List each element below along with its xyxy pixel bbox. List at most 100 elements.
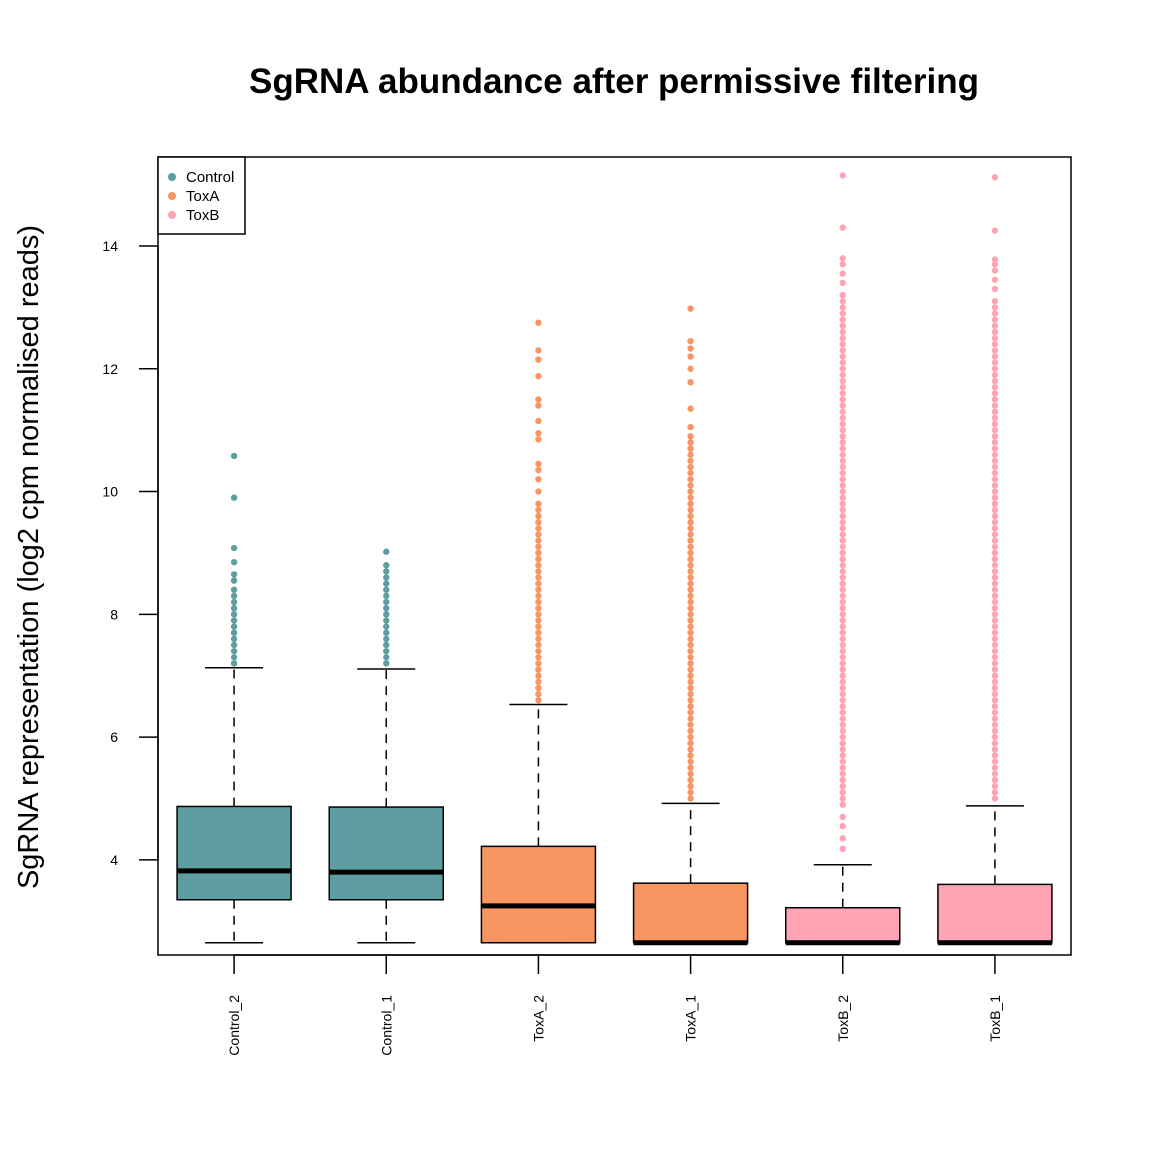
outlier-point bbox=[687, 611, 694, 618]
outlier-point bbox=[535, 635, 542, 643]
outlier-point bbox=[383, 604, 390, 612]
outlier-point bbox=[687, 537, 694, 544]
outlier-point bbox=[535, 347, 542, 354]
outlier-point bbox=[383, 623, 390, 630]
box-ToxA_2 bbox=[480, 319, 597, 944]
outlier-point bbox=[839, 445, 846, 452]
outlier-point bbox=[687, 433, 694, 440]
outlier-point bbox=[230, 654, 238, 661]
box-iqr bbox=[632, 882, 749, 944]
outlier-point bbox=[383, 568, 390, 575]
outlier-point bbox=[991, 537, 999, 544]
outlier-point bbox=[991, 678, 999, 686]
outlier-point bbox=[991, 359, 999, 366]
outlier-point bbox=[687, 562, 694, 569]
outlier-point bbox=[535, 690, 542, 698]
chart-title: SgRNA abundance after permissive filteri… bbox=[249, 62, 979, 101]
outlier-point bbox=[839, 752, 846, 759]
outlier-point bbox=[991, 697, 999, 704]
outlier-point bbox=[839, 353, 846, 360]
outlier-point bbox=[991, 543, 999, 550]
outlier-point bbox=[839, 347, 846, 354]
x-tick-label: ToxB_2 bbox=[835, 995, 851, 1042]
outlier-point bbox=[687, 512, 694, 520]
outlier-point bbox=[687, 740, 694, 747]
outlier-point bbox=[383, 611, 390, 618]
outlier-point bbox=[535, 629, 542, 636]
outlier-point bbox=[535, 319, 542, 326]
outlier-point bbox=[991, 261, 999, 268]
outlier-point bbox=[839, 531, 846, 538]
outlier-point bbox=[991, 574, 999, 581]
outlier-point bbox=[839, 586, 846, 593]
outlier-point bbox=[991, 267, 999, 274]
outlier-point bbox=[839, 457, 846, 465]
outlier-point bbox=[839, 328, 846, 336]
outlier-point bbox=[687, 457, 694, 465]
outlier-point bbox=[991, 549, 999, 557]
outlier-point bbox=[383, 586, 390, 593]
outlier-point bbox=[839, 488, 846, 495]
outlier-point bbox=[991, 402, 999, 409]
outlier-point bbox=[991, 789, 999, 796]
outlier-point bbox=[839, 835, 846, 842]
box-ToxB_2 bbox=[785, 172, 901, 946]
outlier-point bbox=[383, 647, 390, 655]
legend-label: ToxA bbox=[186, 188, 219, 205]
outlier-point bbox=[535, 555, 542, 563]
outlier-point bbox=[839, 782, 846, 790]
box-iqr bbox=[937, 883, 1053, 944]
outlier-point bbox=[991, 690, 999, 698]
outlier-point bbox=[991, 383, 999, 391]
outlier-point bbox=[839, 341, 846, 348]
outlier-point bbox=[687, 598, 694, 606]
outlier-point bbox=[535, 623, 542, 630]
outlier-point bbox=[687, 604, 694, 612]
outlier-point bbox=[230, 558, 238, 566]
outlier-point bbox=[230, 494, 238, 501]
outlier-point bbox=[535, 684, 542, 692]
outlier-point bbox=[687, 519, 694, 526]
outlier-point bbox=[839, 334, 846, 342]
outlier-point bbox=[839, 715, 846, 722]
x-tick-label: Control_2 bbox=[226, 995, 242, 1056]
outlier-point bbox=[839, 494, 846, 501]
outlier-point bbox=[839, 414, 846, 422]
outlier-point bbox=[687, 629, 694, 636]
outlier-point bbox=[687, 549, 694, 557]
outlier-point bbox=[991, 341, 999, 348]
outlier-point bbox=[839, 635, 846, 643]
outlier-point bbox=[687, 580, 694, 587]
outlier-point bbox=[687, 305, 694, 312]
outlier-point bbox=[839, 721, 846, 729]
outlier-point bbox=[991, 617, 999, 624]
outlier-point bbox=[383, 592, 390, 600]
x-tick-label: Control_1 bbox=[378, 995, 394, 1056]
outlier-point bbox=[535, 531, 542, 538]
outlier-point bbox=[839, 703, 846, 710]
outlier-point bbox=[687, 555, 694, 563]
outlier-point bbox=[687, 488, 694, 495]
outlier-point bbox=[991, 635, 999, 643]
outlier-point bbox=[687, 500, 694, 508]
outlier-point bbox=[839, 316, 846, 323]
outlier-point bbox=[535, 641, 542, 649]
box-iqr bbox=[176, 805, 292, 901]
outlier-point bbox=[535, 697, 542, 704]
outlier-point bbox=[839, 439, 846, 446]
y-tick-label: 12 bbox=[102, 361, 118, 377]
outlier-point bbox=[991, 641, 999, 649]
outlier-point bbox=[687, 795, 694, 802]
outlier-point bbox=[535, 506, 542, 514]
outlier-point bbox=[991, 285, 999, 293]
outlier-point bbox=[991, 758, 999, 765]
box-ToxB_1 bbox=[937, 174, 1053, 946]
outlier-point bbox=[991, 660, 999, 667]
outlier-point bbox=[839, 672, 846, 679]
outlier-point bbox=[535, 654, 542, 661]
outlier-point bbox=[383, 660, 390, 667]
outlier-point bbox=[991, 371, 999, 379]
outlier-point bbox=[535, 436, 542, 443]
outlier-point bbox=[839, 506, 846, 514]
outlier-point bbox=[687, 423, 694, 431]
